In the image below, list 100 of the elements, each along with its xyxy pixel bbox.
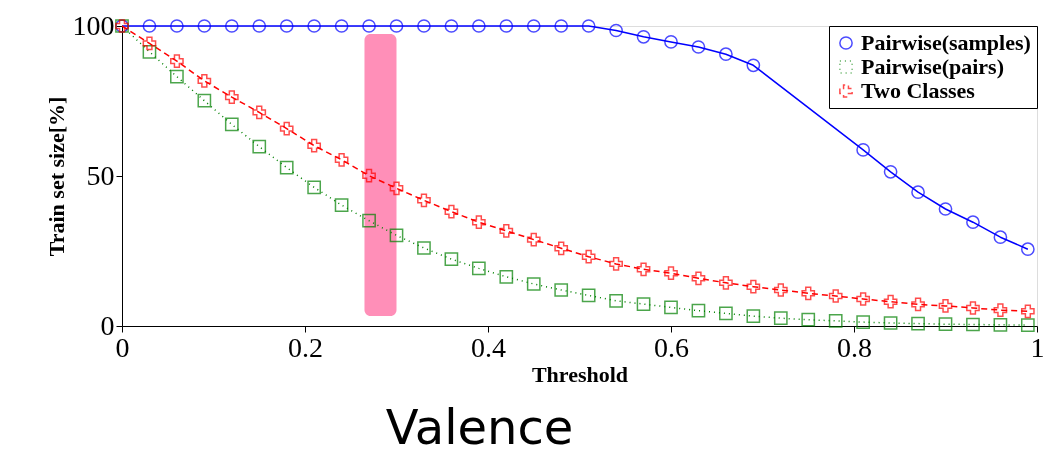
point <box>746 58 761 73</box>
point <box>801 312 816 327</box>
point <box>938 317 953 332</box>
point <box>279 19 294 33</box>
point <box>307 19 322 33</box>
point <box>224 90 239 104</box>
point <box>691 303 706 318</box>
point <box>719 47 733 62</box>
point <box>773 311 788 326</box>
point <box>993 317 1008 332</box>
point <box>170 54 184 68</box>
point <box>252 139 267 154</box>
point <box>828 314 843 328</box>
point <box>554 283 569 297</box>
point <box>719 275 733 290</box>
point <box>499 19 514 33</box>
y-tick-label: 0 <box>100 309 115 341</box>
point <box>197 19 212 33</box>
point <box>938 202 953 216</box>
point <box>664 300 678 315</box>
point <box>279 121 294 136</box>
point <box>966 215 980 230</box>
point <box>279 160 294 175</box>
point <box>526 232 541 247</box>
point <box>911 297 925 312</box>
y-tick-label: 50 <box>86 159 115 191</box>
point <box>417 19 431 33</box>
point <box>334 198 349 212</box>
point <box>664 266 678 281</box>
point <box>334 152 349 167</box>
y-axis-title: Train set size[%] <box>43 96 69 257</box>
point <box>966 301 980 315</box>
point <box>142 36 157 51</box>
point <box>856 292 871 306</box>
point <box>526 19 541 33</box>
point <box>499 224 514 238</box>
point <box>389 181 404 196</box>
point <box>636 297 651 311</box>
x-tick-label: 0.2 <box>288 331 323 363</box>
point <box>664 35 678 49</box>
point <box>471 19 486 33</box>
point <box>911 316 925 331</box>
point <box>636 262 651 277</box>
point <box>170 19 184 33</box>
legend-label: Two Classes <box>861 78 976 103</box>
point <box>883 316 898 330</box>
point <box>197 93 212 108</box>
point <box>883 294 898 309</box>
point <box>444 252 459 266</box>
point <box>801 286 816 301</box>
point <box>966 317 980 332</box>
point <box>993 230 1008 245</box>
point <box>362 168 376 183</box>
point <box>224 117 239 132</box>
point <box>252 19 267 33</box>
point <box>911 185 925 200</box>
x-tick-label: 0.4 <box>471 331 506 363</box>
point <box>691 271 706 286</box>
point <box>334 19 349 33</box>
y-tick-label: 100 <box>72 9 115 41</box>
point <box>581 288 596 303</box>
point <box>444 19 459 33</box>
point <box>471 261 486 276</box>
point <box>856 143 871 157</box>
point <box>609 257 623 271</box>
point <box>636 29 651 44</box>
point <box>362 19 376 33</box>
point <box>389 228 404 243</box>
point <box>746 279 761 294</box>
x-tick-label: 0.6 <box>654 331 689 363</box>
x-tick-label: 0.8 <box>837 331 872 363</box>
point <box>362 213 376 228</box>
point <box>389 19 404 33</box>
point <box>719 306 733 321</box>
text: Valence <box>385 399 574 455</box>
point <box>773 283 788 297</box>
point <box>581 19 596 33</box>
point <box>1020 304 1035 319</box>
point <box>499 269 514 284</box>
legend-label: Pairwise(samples) <box>861 30 1031 55</box>
point <box>142 44 157 59</box>
point <box>170 69 184 84</box>
point <box>417 241 431 255</box>
x-tick-label: 1 <box>1030 331 1045 363</box>
point <box>938 299 953 313</box>
point <box>691 40 706 54</box>
point <box>993 303 1008 317</box>
point <box>307 180 322 195</box>
point <box>417 193 431 208</box>
point <box>471 215 486 230</box>
point <box>252 105 267 120</box>
x-axis-title: Threshold <box>531 361 629 387</box>
point <box>307 138 322 153</box>
point <box>828 289 843 303</box>
point <box>224 19 239 33</box>
point <box>856 315 871 329</box>
point <box>1020 318 1035 332</box>
legend-label: Pairwise(pairs) <box>861 54 1004 79</box>
point <box>526 277 541 291</box>
point <box>554 19 569 33</box>
